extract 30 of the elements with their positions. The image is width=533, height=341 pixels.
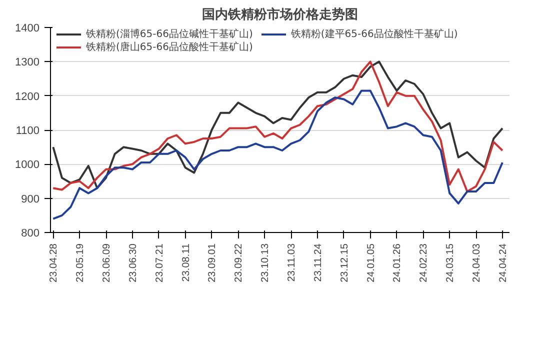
y-tick-label: 1000 <box>15 159 40 172</box>
x-tick-label: 23.09.22 <box>234 243 245 282</box>
y-tick-label: 1100 <box>16 125 40 137</box>
y-tick-label: 1300 <box>15 56 40 69</box>
x-tick-label: 23.06.09 <box>102 243 113 282</box>
x-tick-label: 23.06.30 <box>128 243 139 282</box>
x-tick-label: 24.04.03 <box>472 243 483 282</box>
x-tick-label: 23.10.13 <box>260 243 272 282</box>
x-tick-label: 23.04.28 <box>48 243 60 282</box>
y-tick-label: 800 <box>21 228 40 240</box>
x-tick-label: 23.12.15 <box>339 243 350 282</box>
x-tick-label: 24.01.26 <box>392 243 404 282</box>
line-series <box>52 90 504 220</box>
y-tick-label: 1200 <box>15 90 40 103</box>
chart-title: 国内铁精粉市场价格走势图 <box>202 6 358 22</box>
x-tick-label: 24.04.24 <box>498 243 509 282</box>
x-tick-label: 23.09.01 <box>207 243 218 282</box>
x-tick-label: 23.11.24 <box>312 243 324 282</box>
x-tick-label: 23.11.03 <box>286 243 298 282</box>
legend-label: 铁精粉(淄博65-66品位碱性干基矿山) <box>86 28 253 41</box>
x-tick-label: 24.02.23 <box>418 243 430 282</box>
y-tick-label: 900 <box>21 193 40 206</box>
x-tick-label: 24.01.05 <box>366 243 377 282</box>
x-tick-label: 23.08.11 <box>180 243 192 282</box>
x-tick-label: 23.07.21 <box>154 243 166 282</box>
y-tick-label: 1400 <box>15 22 40 34</box>
legend-label: 铁精粉(唐山65-66品位酸性干基矿山) <box>86 40 253 54</box>
legend-label: 铁精粉(建平65-66品位酸性干基矿山) <box>290 28 458 41</box>
x-tick-label: 24.03.15 <box>445 243 456 282</box>
x-tick-label: 23.05.19 <box>75 243 86 282</box>
